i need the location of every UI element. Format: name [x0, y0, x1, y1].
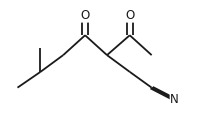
Text: O: O — [125, 9, 134, 22]
Text: N: N — [170, 93, 179, 106]
Text: O: O — [80, 9, 90, 22]
